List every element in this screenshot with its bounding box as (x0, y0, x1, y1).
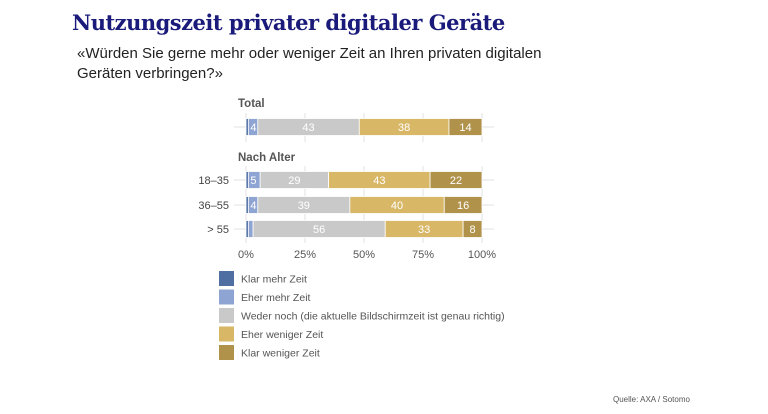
legend-swatch (219, 271, 234, 286)
bar-segment (429, 171, 483, 189)
x-tick-label: 50% (353, 249, 375, 261)
legend-swatch (219, 308, 234, 323)
chart-title: Nutzungszeit privater digitaler Geräte (72, 10, 505, 35)
category-labels: 18–35 36–55 > 55 (198, 175, 229, 236)
category-label: > 55 (207, 224, 229, 236)
data-label: 4 (250, 122, 256, 134)
data-label: 38 (398, 122, 410, 134)
bars: 4 43 38 14 5 29 43 22 4 39 40 16 56 33 8 (245, 118, 483, 238)
x-tick-label: 100% (468, 249, 496, 261)
data-label: 5 (250, 175, 256, 187)
x-tick-label: 25% (294, 249, 316, 261)
legend-label: Eher weniger Zeit (241, 329, 323, 341)
data-label: 40 (391, 200, 403, 212)
x-tick-label: 0% (238, 249, 254, 261)
x-tick-label: 75% (412, 249, 434, 261)
legend-swatch (219, 289, 234, 305)
legend-label: Eher mehr Zeit (241, 292, 311, 304)
data-label: 29 (288, 175, 300, 187)
data-label: 22 (450, 175, 462, 187)
group-label-total: Total (238, 98, 265, 110)
legend-label: Weder noch (die aktuelle Bildschirmzeit … (241, 311, 505, 323)
data-label: 4 (250, 200, 256, 212)
legend-swatch (219, 326, 234, 342)
bar-segment (443, 196, 483, 214)
data-label: 43 (302, 122, 314, 134)
bar-segment (462, 220, 483, 238)
source-note: Quelle: AXA / Sotomo (613, 395, 690, 404)
data-label: 33 (418, 224, 430, 236)
data-label: 16 (457, 200, 469, 212)
data-label: 14 (459, 122, 471, 134)
legend-label: Klar weniger Zeit (241, 348, 320, 360)
bar-segment (448, 118, 483, 136)
group-label-nach-alter: Nach Alter (238, 152, 296, 164)
category-label: 18–35 (198, 175, 229, 187)
data-label: 56 (313, 224, 325, 236)
data-label: 8 (469, 224, 475, 236)
bar-segment (247, 220, 254, 238)
chart-subtitle: «Würden Sie gerne mehr oder weniger Zeit… (77, 45, 542, 82)
legend-swatch (219, 345, 234, 360)
x-axis-ticks: 0% 25% 50% 75% 100% (238, 249, 496, 261)
data-label: 39 (298, 200, 310, 212)
legend-label: Klar mehr Zeit (241, 274, 307, 286)
category-label: 36–55 (198, 200, 229, 212)
data-label: 43 (373, 175, 385, 187)
legend: Klar mehr Zeit Eher mehr Zeit Weder noch (… (219, 271, 505, 360)
